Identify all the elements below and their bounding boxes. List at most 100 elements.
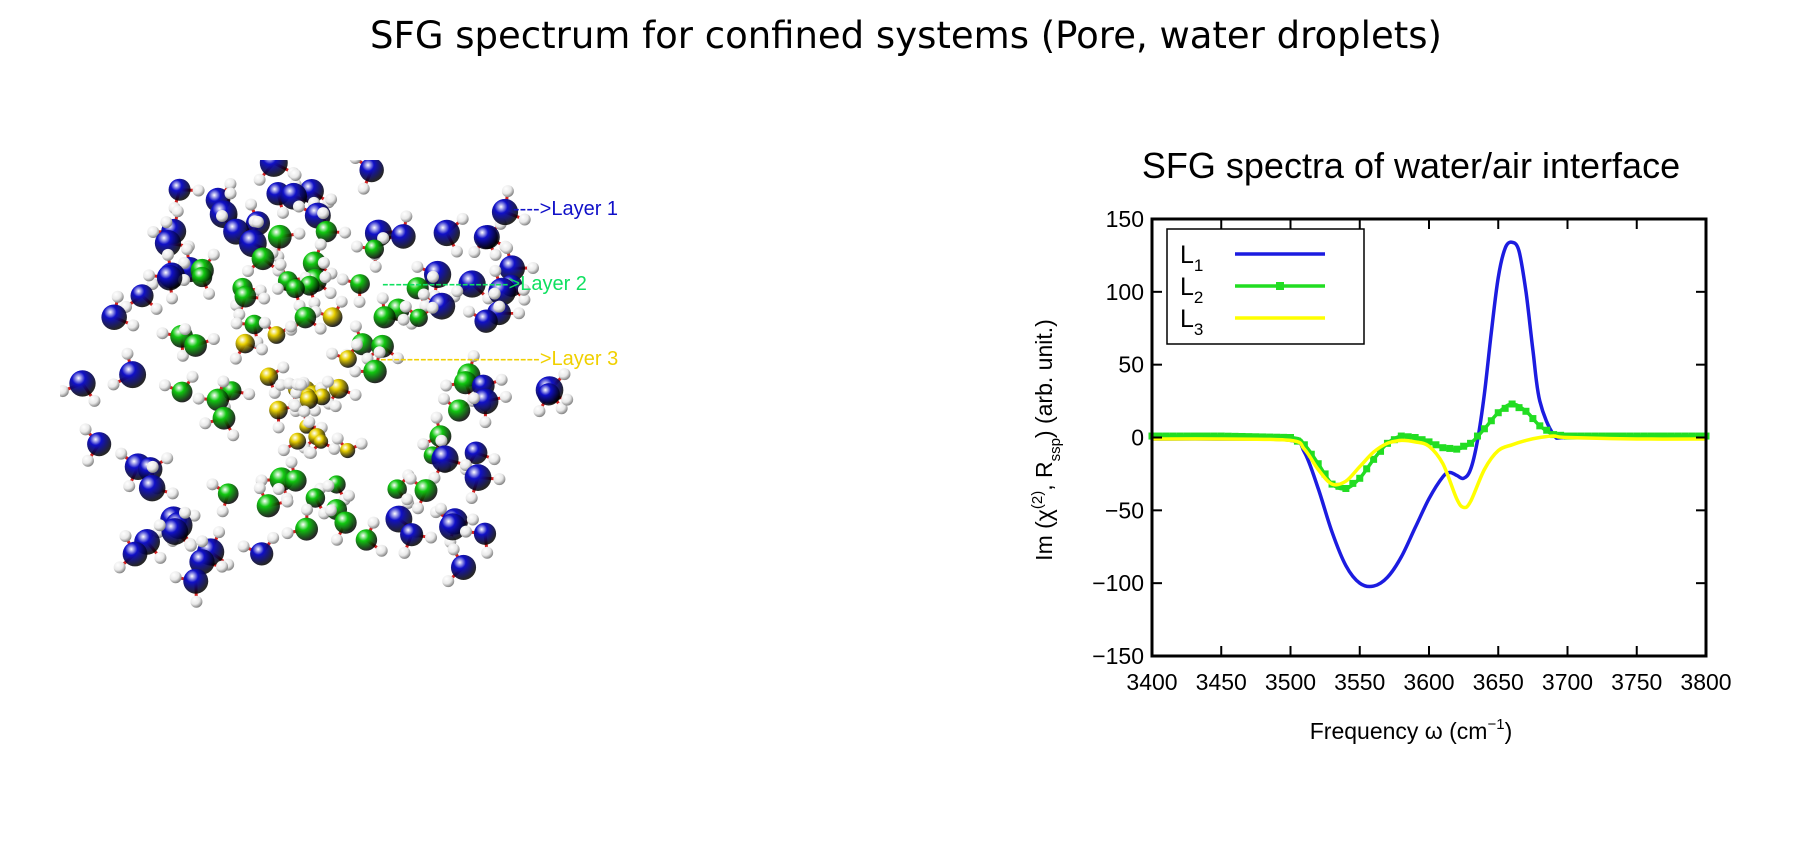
y-axis-label-part-2: , R — [1031, 461, 1057, 490]
hydrogen-atom — [88, 394, 101, 407]
x-axis-label-main: Frequency ω (cm — [1310, 718, 1488, 744]
oxygen-atom-layer-1 — [69, 370, 96, 397]
series-2-marker — [1667, 432, 1675, 440]
hydrogen-atom — [526, 262, 539, 275]
series-2-marker — [1494, 409, 1502, 417]
series-2-marker — [1418, 436, 1426, 444]
hydrogen-atom — [326, 347, 339, 360]
oxygen-atom-layer-1 — [154, 230, 182, 257]
hydrogen-atom — [243, 388, 256, 401]
hydrogen-atom — [328, 442, 341, 455]
series-2-marker — [1342, 484, 1350, 492]
oxygen-atom-layer-2 — [285, 279, 305, 299]
oxygen-atom-layer-1 — [87, 432, 112, 457]
x-tick-label: 3500 — [1265, 669, 1316, 695]
hydrogen-atom — [435, 434, 448, 447]
oxygen-atom-layer-3 — [235, 333, 255, 354]
x-tick-label: 3700 — [1542, 669, 1593, 695]
hydrogen-atom — [153, 519, 166, 532]
oxygen-atom-layer-2 — [355, 529, 378, 551]
hydrogen-atom — [251, 216, 264, 229]
hydrogen-atom — [398, 546, 411, 559]
hydrogen-atom — [495, 373, 508, 386]
hydrogen-atom — [154, 551, 167, 564]
hydrogen-atom — [355, 437, 368, 450]
hydrogen-atom — [224, 187, 237, 200]
series-2-marker — [1688, 432, 1696, 440]
hydrogen-atom — [426, 270, 439, 283]
hydrogen-atom — [330, 533, 343, 546]
oxygen-atom-layer-3 — [269, 400, 288, 420]
hydrogen-atom — [400, 210, 413, 223]
hydrogen-atom — [467, 350, 480, 363]
hydrogen-atom — [353, 295, 366, 308]
hydrogen-atom — [308, 296, 321, 309]
hydrogen-atom — [459, 525, 472, 538]
hydrogen-atom — [121, 347, 134, 360]
sfg-chart: SFG spectra of water/air interface 150 10… — [1029, 145, 1732, 744]
hydrogen-atom — [501, 185, 514, 198]
hydrogen-atom — [349, 388, 362, 401]
series-2-marker — [1584, 432, 1592, 440]
oxygen-atom-layer-3 — [289, 432, 307, 450]
hydrogen-atom — [437, 392, 450, 405]
hydrogen-atom — [184, 539, 197, 552]
x-tick-label: 3800 — [1680, 669, 1731, 695]
hydrogen-atom — [156, 327, 169, 340]
oxygen-atom-layer-1 — [472, 388, 499, 415]
hydrogen-atom — [404, 472, 417, 485]
oxygen-atom-layer-2 — [373, 306, 396, 329]
series-2-marker — [1397, 432, 1405, 440]
hydrogen-atom — [241, 265, 254, 278]
series-2-marker — [1252, 433, 1260, 441]
hydrogen-atom — [324, 287, 337, 300]
series-2-marker — [1681, 432, 1689, 440]
oxygen-atom-layer-2 — [453, 371, 478, 395]
series-2-marker — [1411, 434, 1419, 441]
hydrogen-atom — [123, 480, 136, 493]
series-2-marker — [1210, 432, 1218, 440]
oxygen-atom-layer-2 — [244, 314, 265, 335]
hydrogen-atom — [425, 531, 438, 544]
series-2-marker — [1557, 431, 1565, 439]
hydrogen-atom — [292, 200, 305, 213]
hydrogen-atom — [115, 447, 128, 460]
oxygen-atom-layer-2 — [409, 308, 428, 327]
hydrogen-atom — [216, 210, 229, 223]
hydrogen-atom — [411, 502, 424, 515]
hydrogen-atom — [450, 245, 463, 258]
layer-1-annotation: ---->Layer 1 — [513, 198, 618, 220]
series-2-marker — [1155, 432, 1163, 440]
series-2-marker — [1695, 432, 1703, 440]
series-2-marker — [1183, 432, 1191, 440]
y-axis: 150 100 50 0 −50 −100 −150 — [1092, 206, 1706, 669]
series-2-marker — [1162, 432, 1170, 440]
hydrogen-atom — [217, 375, 230, 388]
oxygen-atom-layer-2 — [387, 479, 407, 499]
hydrogen-atom — [377, 232, 390, 245]
hydrogen-atom — [146, 460, 159, 473]
series-2-marker — [1307, 450, 1315, 458]
hydrogen-atom — [142, 269, 155, 282]
oxygen-atom-layer-3 — [313, 434, 329, 449]
series-2-marker — [1356, 474, 1364, 482]
hydrogen-atom — [107, 378, 120, 391]
x-tick-label: 3600 — [1403, 669, 1454, 695]
oxygen-atom-layer-1 — [259, 160, 288, 177]
x-tick-label: 3400 — [1126, 669, 1177, 695]
series-2-marker — [1370, 455, 1378, 463]
series-2-marker — [1169, 432, 1177, 440]
hydrogen-atom — [60, 385, 69, 398]
y-tick-label: 150 — [1106, 206, 1144, 232]
hydrogen-atom — [350, 240, 363, 253]
series-2-marker — [1473, 432, 1481, 440]
layer-2-label: ------------------->Layer 2 — [382, 273, 587, 295]
oxygen-atom-layer-2 — [171, 381, 193, 403]
oxygen-atom-layer-2 — [191, 266, 213, 288]
hydrogen-atom — [186, 370, 199, 383]
hydrogen-atom — [81, 454, 94, 467]
hydrogen-atom — [462, 305, 475, 318]
series-2-marker — [1432, 441, 1440, 449]
oxygen-atom-layer-2 — [212, 406, 236, 430]
